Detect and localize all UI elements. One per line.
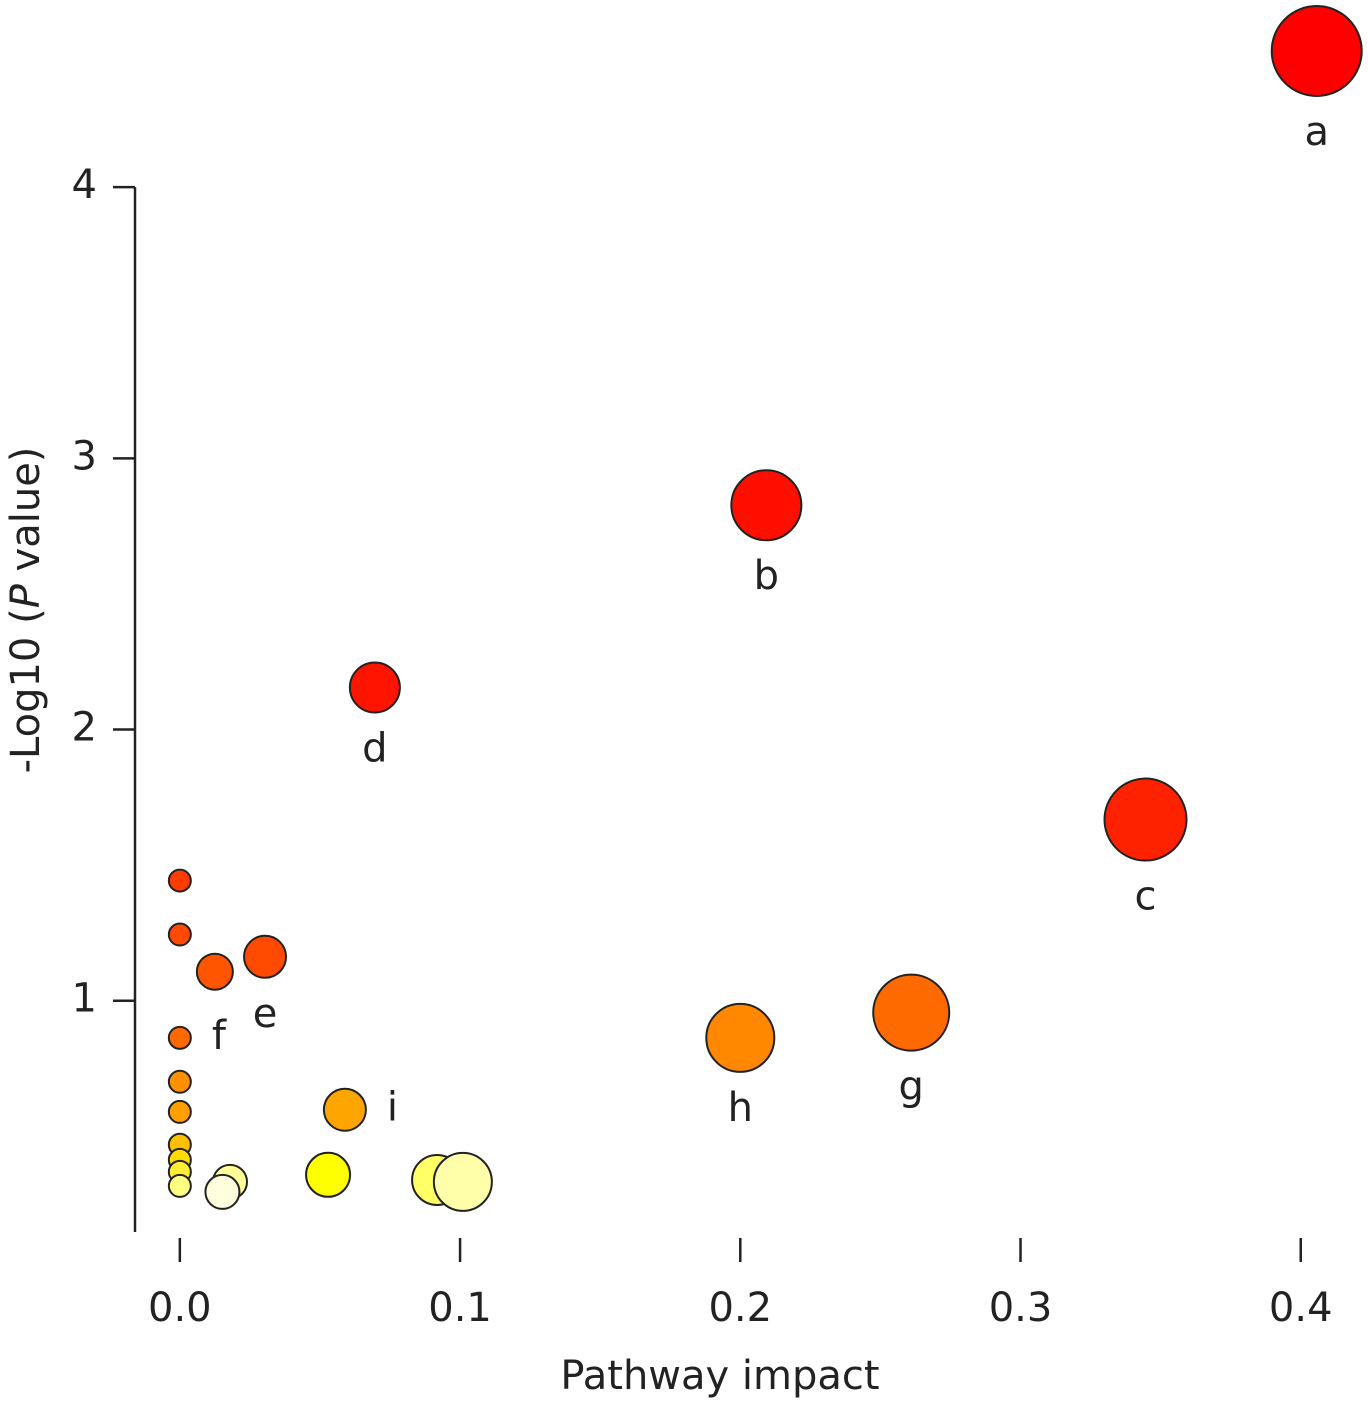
bubble (167, 868, 192, 893)
x-axis-label: Pathway impact (560, 1353, 879, 1399)
x-tick-label: 0.4 (1269, 1285, 1333, 1331)
bubble (872, 973, 951, 1052)
bubble (167, 1099, 192, 1124)
point-label: b (754, 553, 779, 599)
bubble (195, 952, 234, 991)
bubble (167, 1069, 192, 1094)
y-label-part: value) (3, 447, 49, 585)
y-label-part: -Log10 ( (3, 608, 49, 773)
x-tick-label: 0.1 (428, 1285, 492, 1331)
y-tick-label: 2 (72, 705, 97, 751)
y-tick-label: 4 (72, 162, 97, 208)
bubble (167, 1173, 192, 1198)
y-tick-label: 3 (72, 433, 97, 479)
y-axis-label: -Log10 (P value) (3, 447, 49, 774)
x-tick-label: 0.2 (708, 1285, 772, 1331)
y-label-part: P (3, 583, 49, 608)
bubble (167, 922, 192, 947)
bubble (1103, 777, 1188, 862)
x-tick-label: 0.0 (148, 1285, 212, 1331)
bubble (1270, 4, 1363, 97)
bubble (243, 934, 288, 979)
bubble (730, 469, 803, 542)
point-label: d (362, 725, 387, 771)
point-label: g (899, 1064, 924, 1110)
bubble (305, 1151, 352, 1198)
bubble (348, 661, 401, 714)
bubble (432, 1151, 493, 1212)
x-tick-label: 0.3 (989, 1285, 1053, 1331)
point-label: f (212, 1013, 227, 1059)
bubble (705, 1002, 776, 1073)
point-label: c (1134, 874, 1156, 920)
point-label: h (728, 1085, 753, 1131)
bubble (167, 1025, 192, 1050)
point-label: e (253, 991, 278, 1037)
bubble (204, 1173, 241, 1210)
point-label: a (1304, 109, 1329, 155)
bubble (322, 1087, 367, 1132)
y-tick-label: 1 (72, 976, 97, 1022)
point-label: i (387, 1085, 398, 1131)
